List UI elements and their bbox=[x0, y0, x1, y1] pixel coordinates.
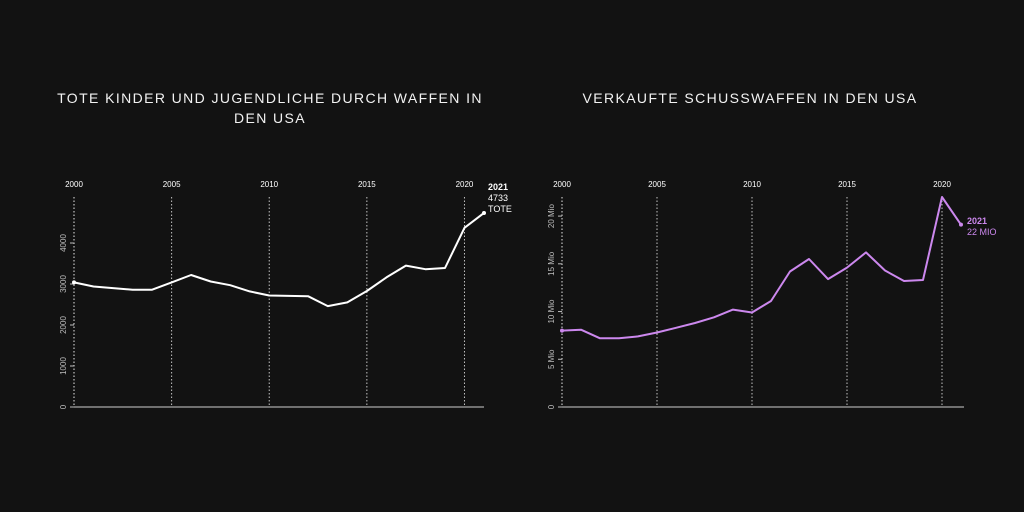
chart-title-left: TOTE KINDER UND JUGENDLICHE DURCH WAFFEN… bbox=[57, 90, 483, 126]
right-annotation-year: 2021 bbox=[967, 216, 987, 226]
left-x-tick-2005: 2005 bbox=[163, 180, 181, 189]
left-y-tick-0: 0 bbox=[59, 404, 68, 409]
left-x-tick-2010: 2010 bbox=[260, 180, 278, 189]
left-annotation-unit: TOTE bbox=[488, 204, 512, 214]
right-x-tick-2015: 2015 bbox=[838, 180, 856, 189]
right-y-tick-1: 5 Mio bbox=[547, 349, 556, 369]
left-annotation-value: 4733 bbox=[488, 193, 508, 203]
right-x-tick-2010: 2010 bbox=[743, 180, 761, 189]
right-y-tick-4: 20 Mio bbox=[547, 204, 556, 229]
right-y-tick-0: 0 bbox=[547, 404, 556, 409]
right-x-tick-2000: 2000 bbox=[553, 180, 571, 189]
left-end-point bbox=[482, 210, 486, 215]
left-x-tick-2000: 2000 bbox=[65, 180, 83, 189]
right-x-tick-2005: 2005 bbox=[648, 180, 666, 189]
left-y-tick-2: 2000 bbox=[59, 316, 68, 334]
left-annotation-year: 2021 bbox=[488, 182, 508, 192]
left-y-tick-3: 3000 bbox=[59, 275, 68, 293]
left-y-tick-1: 1000 bbox=[59, 357, 68, 375]
left-series-line bbox=[73, 212, 485, 308]
left-x-tick-2015: 2015 bbox=[358, 180, 376, 189]
left-start-point bbox=[72, 280, 76, 285]
left-x-tick-2020: 2020 bbox=[456, 180, 474, 189]
right-series-line bbox=[561, 196, 962, 340]
right-x-tick-2020: 2020 bbox=[933, 180, 951, 189]
right-y-tick-2: 10 Mio bbox=[547, 299, 556, 324]
right-y-tick-3: 15 Mio bbox=[547, 251, 556, 276]
right-annotation-value: 22 MIO bbox=[967, 227, 997, 237]
right-start-point bbox=[560, 328, 564, 333]
right-end-point bbox=[959, 222, 963, 227]
chart-title-right: VERKAUFTE SCHUSSWAFFEN IN DEN USA bbox=[582, 90, 918, 106]
left-y-tick-4: 4000 bbox=[59, 234, 68, 252]
